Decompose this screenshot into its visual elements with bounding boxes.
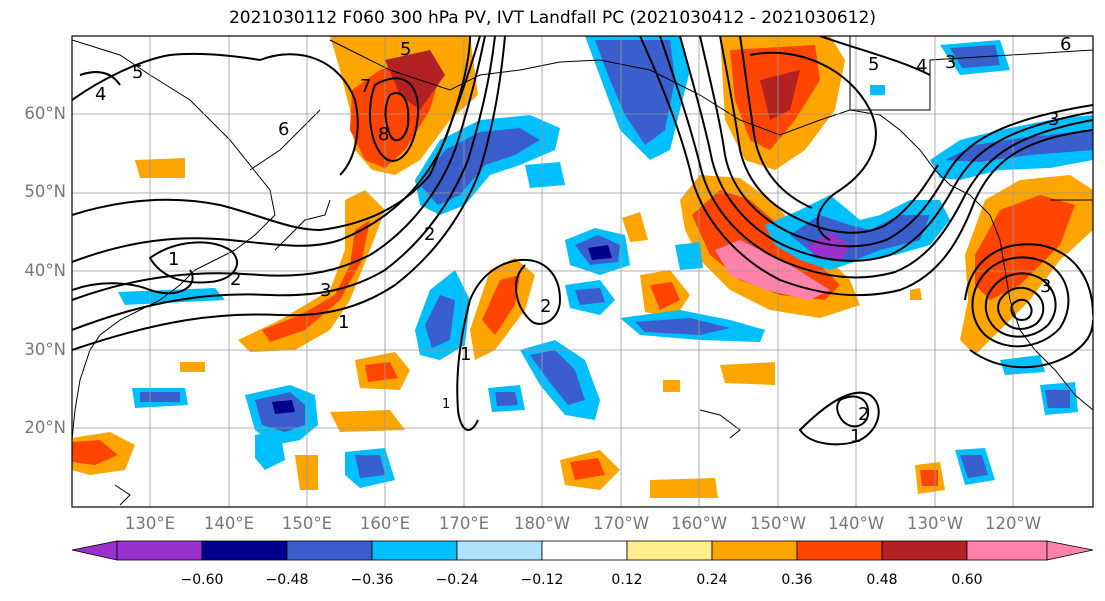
map-title: 2021030112 F060 300 hPa PV, IVT Landfall… (228, 8, 876, 28)
contour-label: 1 (338, 312, 349, 333)
contour-label: 3 (1040, 276, 1051, 297)
contour-label: 4 (916, 56, 927, 77)
colorbar-segment (371, 540, 458, 561)
colorbar-tick-label: −0.48 (265, 572, 309, 588)
colorbar-tick-label: −0.24 (435, 572, 479, 588)
colorbar-segment (626, 540, 713, 561)
contour-label: 3 (320, 280, 331, 301)
colorbar-tick-label: 0.36 (781, 572, 813, 588)
lon-label: 160°W (670, 514, 728, 533)
contour-label: 5 (132, 62, 143, 83)
colorbar-segment (456, 540, 543, 561)
lon-label: 140°E (203, 514, 255, 533)
colorbar-tick-label: 0.60 (951, 572, 983, 588)
coastlines (72, 36, 1093, 506)
lon-label: 150°E (281, 514, 333, 533)
ivt-contours (72, 36, 1093, 446)
contour-label: 2 (230, 269, 241, 290)
lat-label: 30°N (24, 340, 66, 359)
colorbar-segment (881, 540, 968, 561)
colorbar-segment (201, 540, 288, 561)
colorbar (71, 540, 1094, 561)
contour-label: 1 (850, 426, 861, 447)
lon-label: 180°W (513, 514, 571, 533)
colorbar-lower-extend (71, 540, 118, 561)
lon-label: 140°W (827, 514, 885, 533)
contour-label: 4 (95, 84, 106, 105)
contour-label: 1 (460, 344, 471, 365)
contour-label: 5 (400, 39, 411, 60)
lat-label: 60°N (24, 104, 66, 123)
contour-label: 3 (945, 52, 956, 73)
lat-label: 40°N (24, 261, 66, 280)
contour-label: 6 (1060, 34, 1071, 55)
contour-label: 2 (540, 296, 551, 317)
gridlines (72, 36, 1093, 507)
contour-label: 2 (424, 224, 435, 245)
colorbar-upper-extend (1046, 540, 1094, 561)
lon-label: 120°W (984, 514, 1042, 533)
contour-label: 6 (278, 119, 289, 140)
lon-label: 160°E (359, 514, 411, 533)
colorbar-segment (711, 540, 798, 561)
lon-label: 130°W (906, 514, 964, 533)
colorbar-segment (796, 540, 883, 561)
colorbar-segment (116, 540, 203, 561)
colorbar-tick-label: 0.12 (611, 572, 643, 588)
contour-label: 3 (1048, 109, 1059, 130)
map-frame (71, 35, 1094, 508)
contour-labels: 1 1 1 1 1 2 2 2 2 3 3 3 3 4 4 5 5 5 6 6 … (95, 34, 1071, 447)
contour-label: 2 (858, 404, 869, 425)
colorbar-segment (286, 540, 373, 561)
contour-label: 1 (168, 249, 179, 270)
contour-label: 8 (378, 124, 389, 145)
colorbar-tick-label: 0.48 (866, 572, 898, 588)
colorbar-segment (966, 540, 1048, 561)
lat-label: 50°N (24, 182, 66, 201)
contour-label: 5 (868, 54, 879, 75)
lon-label: 170°E (438, 514, 490, 533)
colorbar-tick-label: 0.24 (696, 572, 728, 588)
colorbar-tick-label: −0.36 (350, 572, 394, 588)
colorbar-segment (541, 540, 628, 561)
lon-label: 150°W (749, 514, 807, 533)
lat-label: 20°N (24, 418, 66, 437)
contour-label: 7 (360, 76, 371, 97)
map-area (72, 36, 1093, 507)
lon-label: 170°W (592, 514, 650, 533)
colorbar-tick-label: −0.60 (180, 572, 224, 588)
lon-label: 130°E (124, 514, 176, 533)
colorbar-tick-label: −0.12 (520, 572, 564, 588)
contour-label: 1 (442, 397, 450, 412)
